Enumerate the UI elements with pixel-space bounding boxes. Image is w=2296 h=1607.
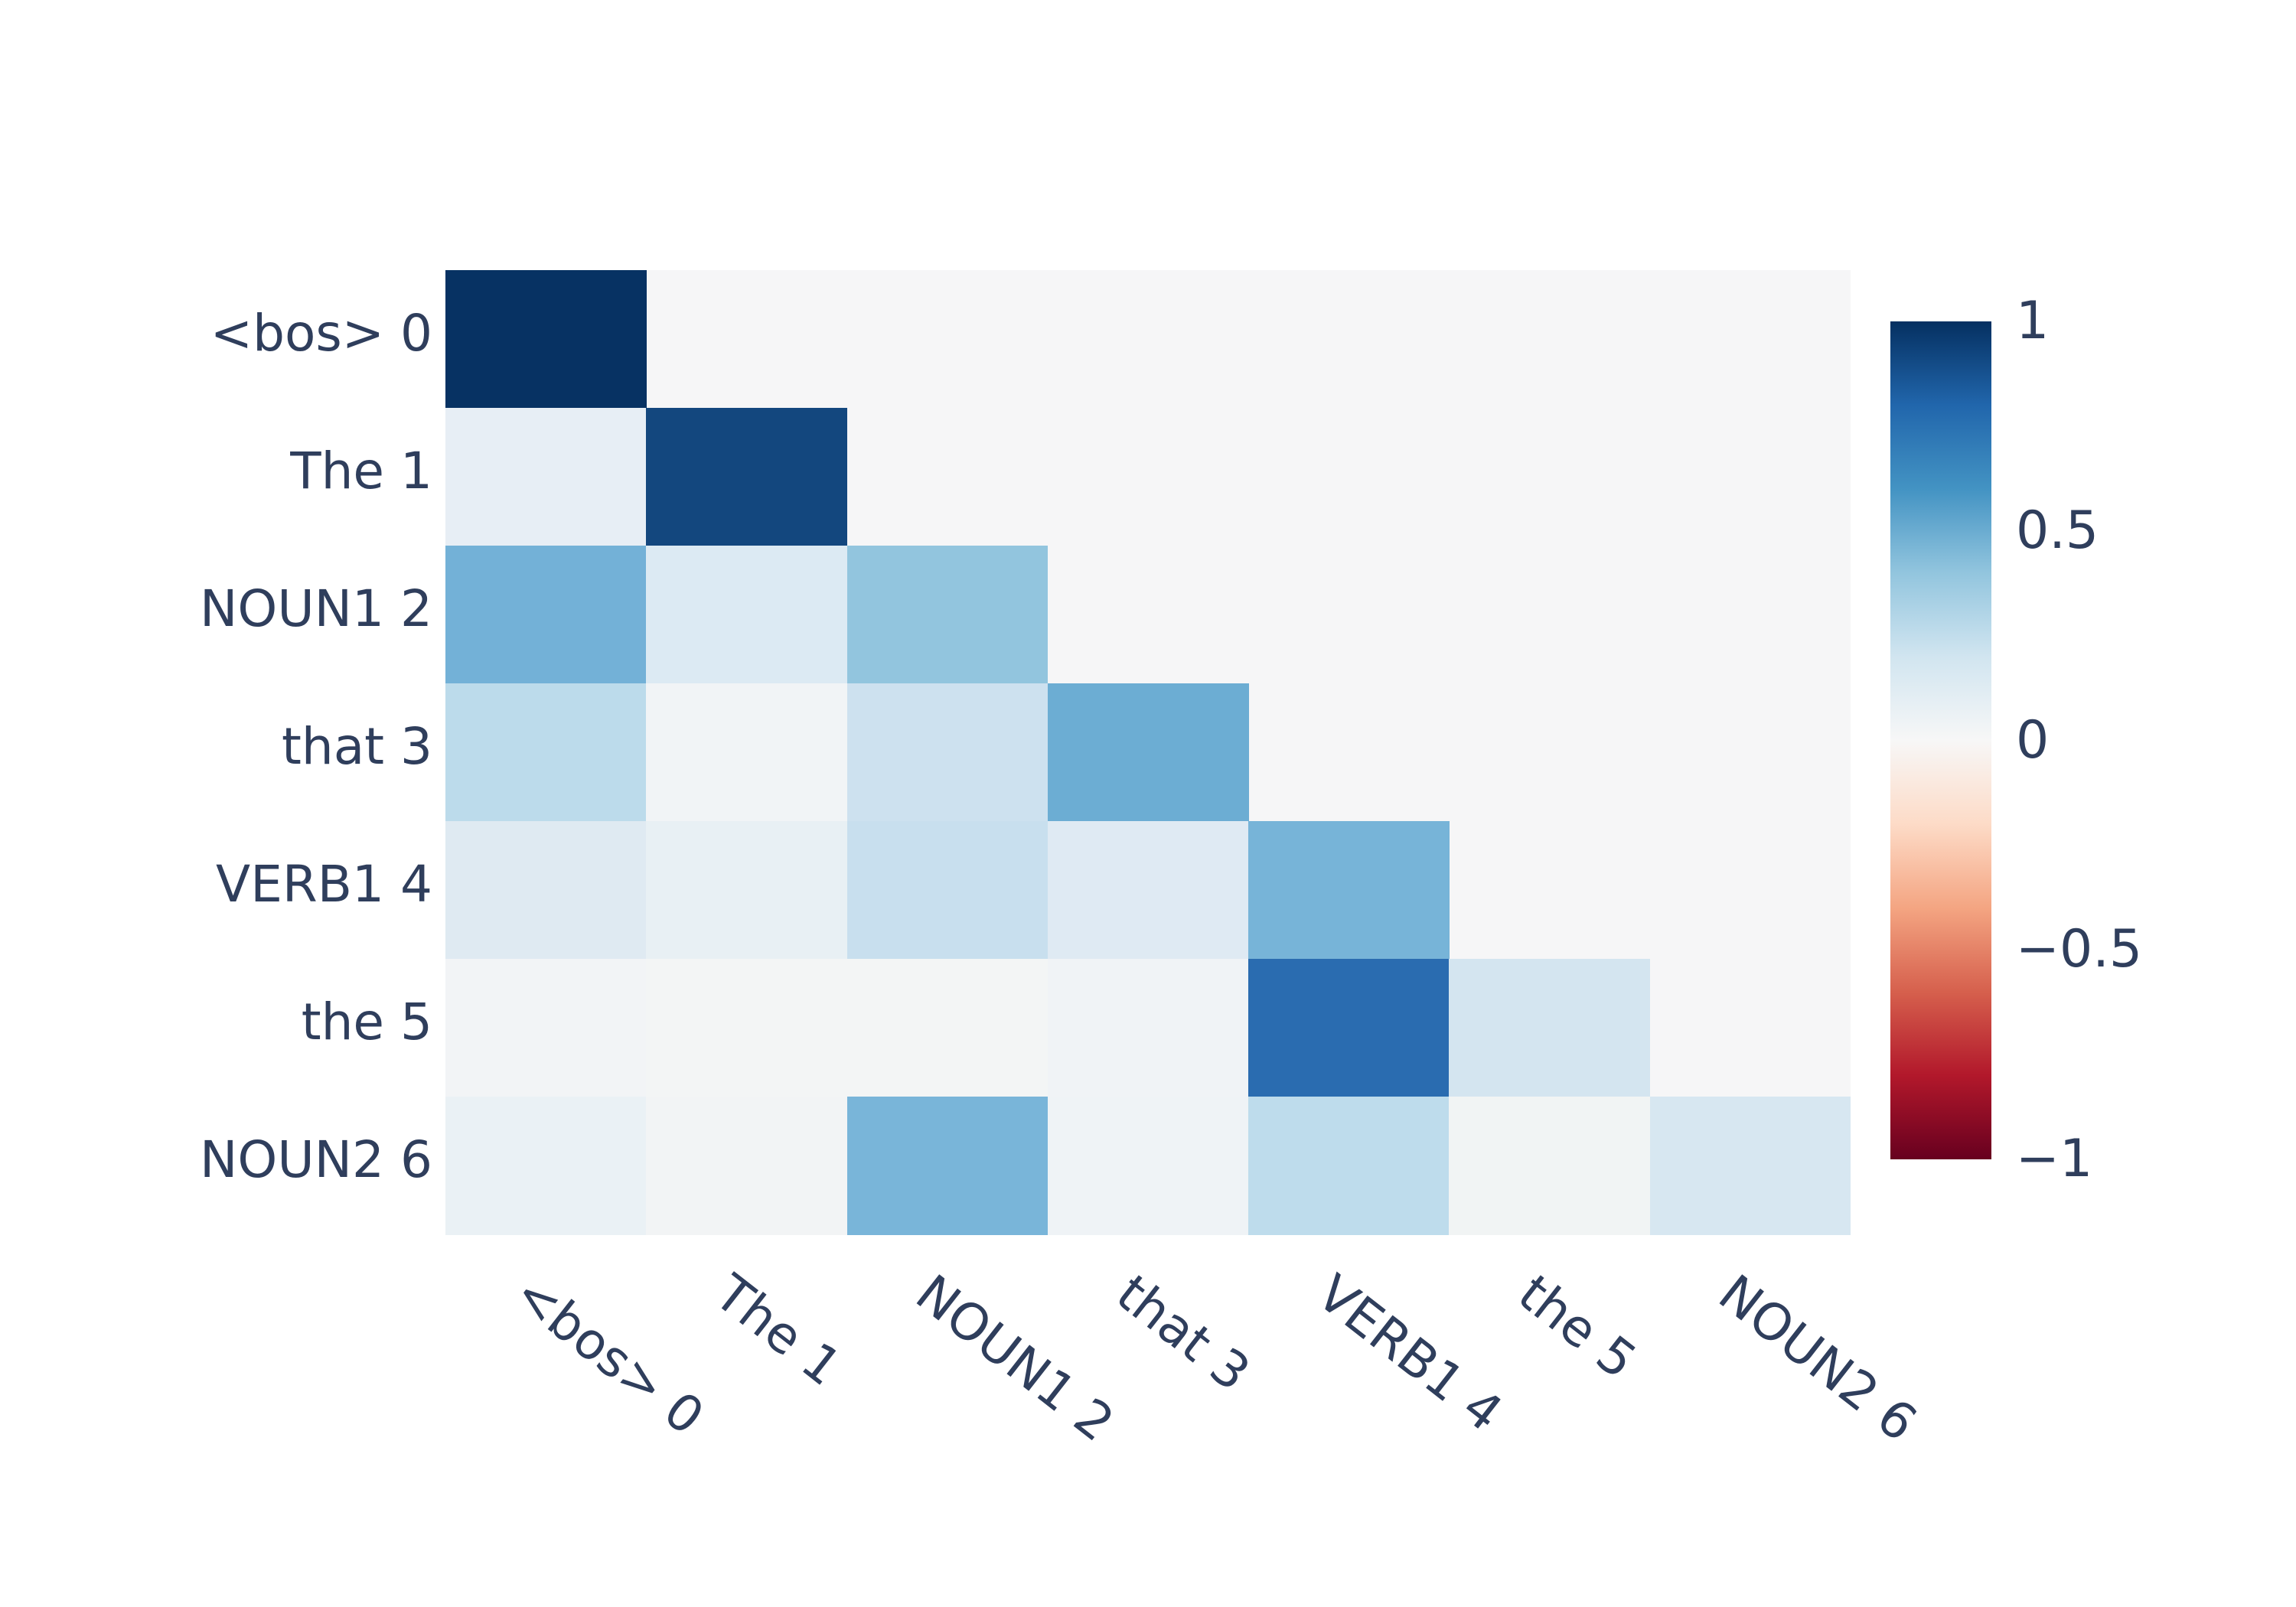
heatmap-cell-r1-c0 bbox=[445, 408, 647, 546]
heatmap-cell-r4-c1 bbox=[646, 821, 848, 960]
heatmap-cell-r6-c3 bbox=[1047, 1097, 1249, 1235]
heatmap-cell-r3-c3 bbox=[1047, 683, 1249, 822]
heatmap-cell-r2-c1 bbox=[646, 546, 848, 684]
heatmap-cell-r5-c1 bbox=[646, 959, 848, 1097]
heatmap-cell-r4-c0 bbox=[445, 821, 647, 960]
heatmap-cell-r5-c3 bbox=[1047, 959, 1249, 1097]
heatmap-cell-r2-c2 bbox=[846, 546, 1049, 684]
heatmap-cell-r5-c4 bbox=[1248, 959, 1450, 1097]
y-tick-label-1: The 1 bbox=[290, 442, 432, 500]
y-tick-label-3: that 3 bbox=[281, 717, 432, 776]
heatmap-cell-r2-c0 bbox=[445, 546, 647, 684]
x-tick-label-0: <bos> 0 bbox=[503, 1263, 715, 1447]
x-tick-label-1: The 1 bbox=[704, 1263, 853, 1398]
colorbar-tick-label-4: −1 bbox=[2016, 1129, 2093, 1189]
colorbar-tick-label-1: 0.5 bbox=[2016, 500, 2099, 561]
colorbar-tick-label-3: −0.5 bbox=[2016, 919, 2143, 980]
heatmap-plot-area bbox=[445, 270, 1851, 1235]
y-tick-label-0: <bos> 0 bbox=[210, 304, 432, 363]
heatmap-cell-r6-c2 bbox=[846, 1097, 1049, 1235]
x-tick-label-2: NOUN1 2 bbox=[905, 1263, 1125, 1453]
colorbar-tick-label-0: 1 bbox=[2016, 291, 2050, 351]
heatmap-cell-r4-c3 bbox=[1047, 821, 1249, 960]
colorbar-gradient bbox=[1890, 321, 1991, 1159]
heatmap-cell-r6-c1 bbox=[646, 1097, 848, 1235]
y-tick-label-2: NOUN1 2 bbox=[200, 579, 432, 638]
heatmap-cell-r5-c2 bbox=[846, 959, 1049, 1097]
heatmap-cell-r4-c4 bbox=[1248, 821, 1450, 960]
x-tick-label-4: VERB1 4 bbox=[1306, 1263, 1514, 1443]
heatmap-cell-r6-c5 bbox=[1449, 1097, 1651, 1235]
heatmap-cell-r6-c4 bbox=[1248, 1097, 1450, 1235]
heatmap-cell-r6-c0 bbox=[445, 1097, 647, 1235]
x-tick-label-3: that 3 bbox=[1105, 1263, 1261, 1403]
y-tick-label-6: NOUN2 6 bbox=[200, 1130, 432, 1189]
heatmap-cell-r6-c6 bbox=[1649, 1097, 1851, 1235]
y-tick-label-5: the 5 bbox=[301, 993, 432, 1051]
heatmap-cell-r5-c5 bbox=[1449, 959, 1651, 1097]
y-tick-label-4: VERB1 4 bbox=[216, 855, 432, 914]
heatmap-cell-r5-c0 bbox=[445, 959, 647, 1097]
heatmap-cell-r3-c1 bbox=[646, 683, 848, 822]
x-tick-label-5: the 5 bbox=[1507, 1263, 1647, 1391]
heatmap-cell-r3-c2 bbox=[846, 683, 1049, 822]
heatmap-cell-r1-c1 bbox=[646, 408, 848, 546]
x-tick-label-6: NOUN2 6 bbox=[1707, 1263, 1928, 1453]
heatmap-cell-r0-c0 bbox=[445, 270, 647, 409]
heatmap-cell-r3-c0 bbox=[445, 683, 647, 822]
colorbar-tick-label-2: 0 bbox=[2016, 709, 2050, 771]
heatmap-cell-r4-c2 bbox=[846, 821, 1049, 960]
